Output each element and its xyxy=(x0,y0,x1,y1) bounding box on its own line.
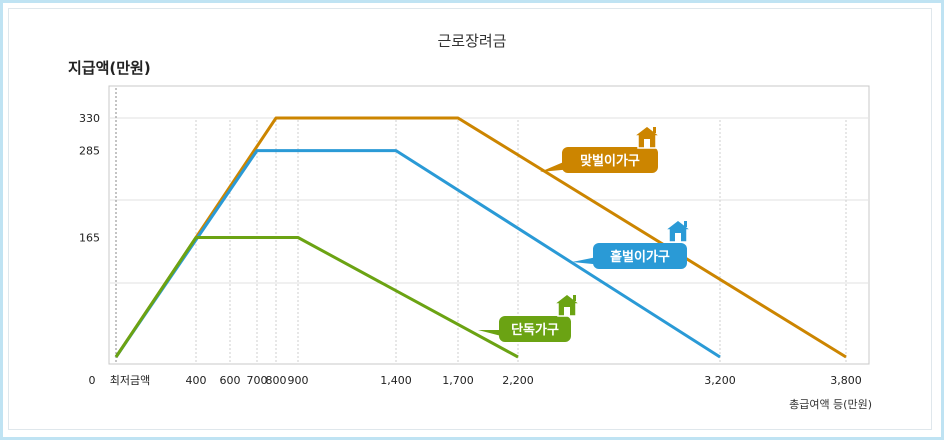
x-tick-label: 3,200 xyxy=(704,374,736,387)
x-tick-label: 0 xyxy=(89,374,96,387)
x-tick-label: 2,200 xyxy=(502,374,534,387)
house-chimney xyxy=(684,221,687,227)
series-label: 홑벌이가구 xyxy=(610,249,670,265)
plot-area xyxy=(108,85,870,365)
x-tick-label: 600 xyxy=(220,374,241,387)
house-door xyxy=(644,139,650,148)
series-label-box xyxy=(562,147,658,173)
house-chimney xyxy=(573,295,576,301)
chart-title: 근로장려금 xyxy=(437,32,507,50)
x-tick-label: 800 xyxy=(266,374,287,387)
series-label-box xyxy=(593,243,687,269)
y-tick-label: 285 xyxy=(79,145,100,158)
series-label: 맞벌이가구 xyxy=(580,153,640,169)
x-tick-label: 700 xyxy=(247,374,268,387)
x-axis-title: 총급여액 등(만원) xyxy=(789,398,872,411)
chart-inner-border xyxy=(8,8,932,430)
x-tick-label: 1,700 xyxy=(442,374,474,387)
series-line-3 xyxy=(114,236,519,359)
house-door xyxy=(564,307,570,316)
house-chimney xyxy=(653,127,656,133)
x-tick-label: 3,800 xyxy=(830,374,862,387)
house-door xyxy=(675,233,681,242)
x-tick-label: 400 xyxy=(186,374,207,387)
x-tick-label: 900 xyxy=(288,374,309,387)
x-tick-label: 최저금액 xyxy=(110,374,150,387)
series-label: 단독가구 xyxy=(511,322,559,338)
series-label-box xyxy=(499,316,571,342)
y-tick-label: 165 xyxy=(79,232,100,245)
y-axis-title: 지급액(만원) xyxy=(68,59,151,77)
x-tick-label: 1,400 xyxy=(380,374,412,387)
y-tick-label: 330 xyxy=(79,112,100,125)
